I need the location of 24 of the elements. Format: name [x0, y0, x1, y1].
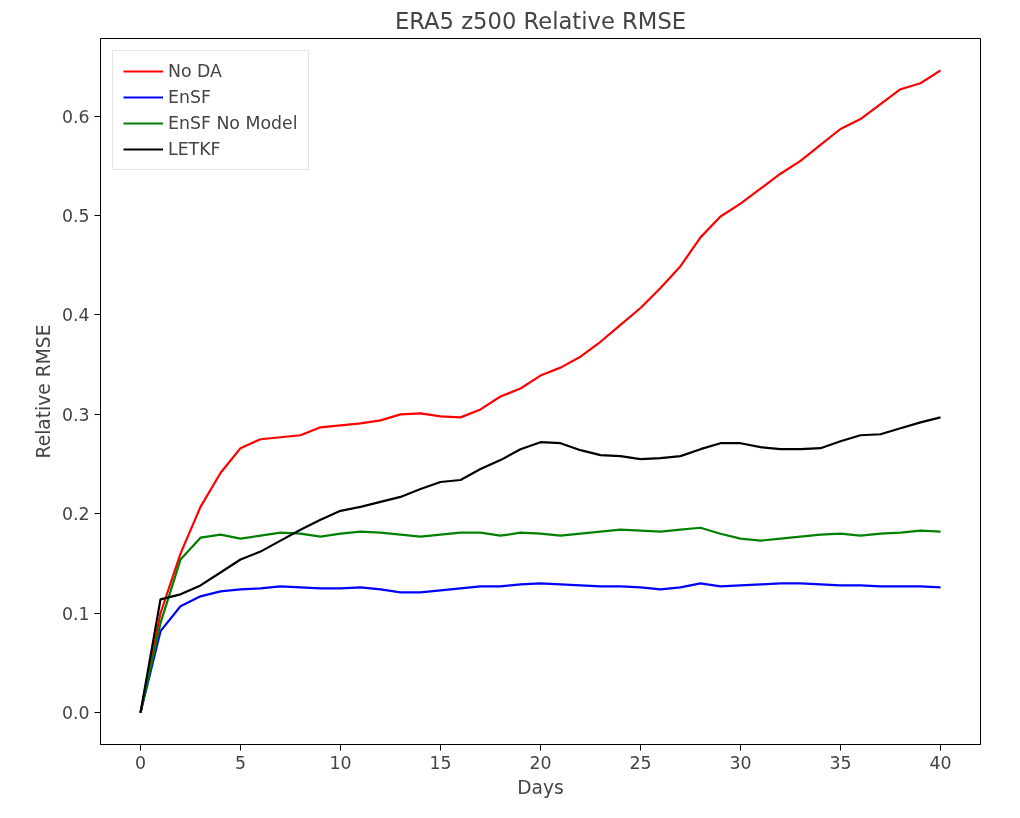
x-tick-label: 30	[729, 752, 752, 773]
y-tick-label: 0.1	[61, 603, 90, 624]
y-tick-label: 0.5	[61, 206, 90, 226]
x-tick-label: 25	[629, 752, 652, 773]
x-tick-label: 5	[234, 752, 247, 773]
x-tick-label: 15	[429, 752, 452, 773]
legend-label: EnSF No Model	[168, 113, 298, 133]
x-tick-label: 0	[134, 752, 147, 773]
x-tick-label: 35	[829, 752, 852, 773]
y-tick-label: 0.2	[61, 504, 90, 525]
y-tick-label: 0.3	[61, 404, 90, 425]
y-tick-label: 0.0	[61, 703, 90, 724]
x-tick-label: 10	[329, 752, 352, 773]
legend-label: No DA	[168, 61, 222, 81]
y-tick-label: 0.6	[61, 106, 90, 127]
y-axis-title: Relative RMSE	[32, 324, 54, 459]
chart-title: ERA5 z500 Relative RMSE	[394, 7, 687, 34]
legend-label: LETKF	[168, 139, 221, 159]
x-tick-label: 20	[529, 752, 552, 773]
x-tick-label: 40	[929, 752, 952, 773]
legend-label: EnSF	[168, 87, 211, 107]
y-tick-label: 0.4	[61, 305, 90, 326]
x-axis-title: Days	[517, 776, 564, 798]
line-series	[139, 416, 942, 714]
